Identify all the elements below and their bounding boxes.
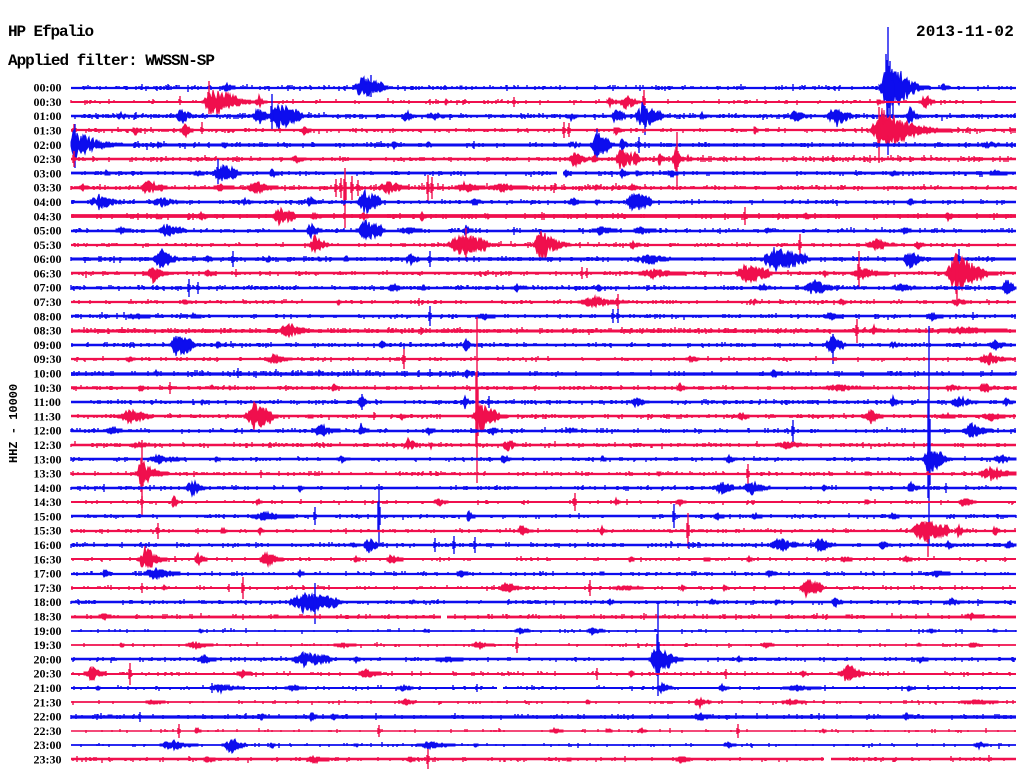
svg-text:03:00: 03:00: [34, 166, 62, 180]
svg-text:01:30: 01:30: [34, 124, 62, 138]
svg-text:10:00: 10:00: [34, 367, 62, 381]
svg-text:17:30: 17:30: [34, 581, 62, 595]
svg-text:12:30: 12:30: [34, 438, 62, 452]
svg-text:08:00: 08:00: [34, 309, 62, 323]
svg-text:05:30: 05:30: [34, 238, 62, 252]
svg-text:23:00: 23:00: [34, 738, 62, 752]
svg-text:15:00: 15:00: [34, 510, 62, 524]
svg-text:08:30: 08:30: [34, 324, 62, 338]
svg-text:23:30: 23:30: [34, 753, 62, 767]
svg-text:03:30: 03:30: [34, 181, 62, 195]
svg-text:HP Efpalio: HP Efpalio: [8, 23, 94, 41]
svg-text:19:00: 19:00: [34, 624, 62, 638]
svg-text:15:30: 15:30: [34, 524, 62, 538]
svg-text:22:30: 22:30: [34, 724, 62, 738]
svg-text:01:00: 01:00: [34, 109, 62, 123]
svg-text:02:30: 02:30: [34, 152, 62, 166]
svg-text:07:00: 07:00: [34, 281, 62, 295]
svg-text:20:00: 20:00: [34, 652, 62, 666]
svg-text:06:00: 06:00: [34, 252, 62, 266]
svg-text:HHZ - 10000: HHZ - 10000: [7, 384, 21, 463]
svg-text:17:00: 17:00: [34, 567, 62, 581]
svg-text:14:00: 14:00: [34, 481, 62, 495]
svg-text:14:30: 14:30: [34, 495, 62, 509]
svg-text:11:30: 11:30: [34, 409, 61, 423]
svg-text:16:30: 16:30: [34, 552, 62, 566]
svg-text:19:30: 19:30: [34, 638, 62, 652]
svg-text:07:30: 07:30: [34, 295, 62, 309]
svg-text:12:00: 12:00: [34, 424, 62, 438]
svg-text:04:30: 04:30: [34, 209, 62, 223]
svg-text:06:30: 06:30: [34, 266, 62, 280]
svg-text:09:00: 09:00: [34, 338, 62, 352]
svg-text:13:00: 13:00: [34, 452, 62, 466]
svg-text:11:00: 11:00: [34, 395, 61, 409]
svg-text:05:00: 05:00: [34, 224, 62, 238]
svg-text:16:00: 16:00: [34, 538, 62, 552]
svg-text:04:00: 04:00: [34, 195, 62, 209]
svg-text:13:30: 13:30: [34, 467, 62, 481]
svg-text:22:00: 22:00: [34, 710, 62, 724]
svg-text:00:30: 00:30: [34, 95, 62, 109]
svg-text:10:30: 10:30: [34, 381, 62, 395]
svg-text:02:00: 02:00: [34, 138, 62, 152]
svg-text:21:00: 21:00: [34, 681, 62, 695]
svg-text:00:00: 00:00: [34, 81, 62, 95]
svg-text:21:30: 21:30: [34, 695, 62, 709]
svg-text:18:00: 18:00: [34, 595, 62, 609]
svg-text:Applied filter: WWSSN-SP: Applied filter: WWSSN-SP: [8, 52, 214, 70]
svg-text:18:30: 18:30: [34, 610, 62, 624]
svg-text:2013-11-02: 2013-11-02: [916, 23, 1014, 41]
svg-text:20:30: 20:30: [34, 667, 62, 681]
svg-text:09:30: 09:30: [34, 352, 62, 366]
